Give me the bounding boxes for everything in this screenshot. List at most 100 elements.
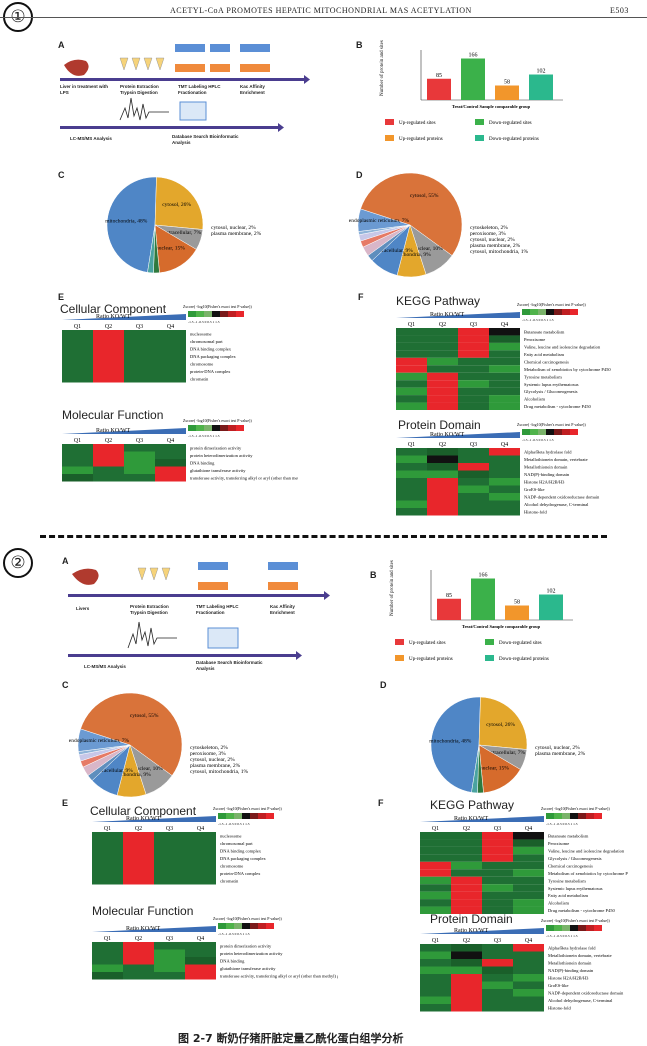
label-F2: F [378, 798, 384, 808]
heat-cell-0-0 [396, 448, 427, 456]
heat-cell-2-3 [513, 846, 544, 855]
ratio-wedge [92, 926, 216, 932]
heatmap-cc-2: Zscore( -log10(Fisher's exact test P val… [88, 800, 328, 912]
heat-cell-0-3 [185, 832, 216, 840]
row-label-8: Histone-fold [548, 1006, 571, 1011]
pie-label-1: cytosol, 26% [162, 202, 191, 208]
heat-cell-4-1 [93, 360, 124, 368]
heat-cell-3-0 [396, 350, 427, 358]
legend-cell-5 [562, 309, 570, 315]
legend-cell-3 [546, 429, 554, 435]
heat-cell-4-3 [489, 478, 520, 486]
heat-cell-4-3 [185, 862, 216, 870]
heat-cell-4-1 [427, 357, 458, 366]
heat-cell-3-3 [489, 470, 520, 478]
heat-cell-2-1 [451, 846, 482, 855]
heat-cell-5-1 [93, 367, 124, 375]
heat-cell-3-0 [92, 854, 123, 862]
heat-cell-4-1 [451, 974, 482, 982]
heat-cell-3-3 [185, 964, 216, 972]
row-label-5: protein-DNA complex [220, 871, 261, 876]
heat-cell-1-0 [396, 335, 427, 343]
heat-cell-1-0 [420, 951, 451, 959]
bar-value-3: 102 [537, 69, 546, 75]
heat-cell-7-0 [420, 996, 451, 1004]
q-label-1: Q2 [463, 938, 470, 944]
heat-cell-0-1 [93, 330, 124, 338]
legend-title: Zscore( -log10(Fisher's exact test P val… [213, 806, 282, 811]
pie-label-0: mitochondria, 48% [105, 218, 148, 224]
heat-cell-9-1 [451, 899, 482, 907]
row-label-4: Chemical carcinogenesis [548, 863, 593, 868]
pie-label-8: cytosol, mitochondria, 1% [190, 769, 248, 775]
heat-cell-10-2 [458, 402, 489, 410]
heat-cell-6-3 [155, 375, 186, 383]
q-label-0: Q1 [432, 826, 439, 832]
legend-cell-4 [554, 309, 562, 315]
heat-cell-3-3 [185, 854, 216, 862]
heat-cell-0-3 [513, 944, 544, 952]
heat-cell-1-3 [155, 451, 186, 459]
legend-cell-6 [266, 813, 274, 819]
pie-label-2: mitochondria, 9% [391, 252, 431, 258]
heat-cell-4-3 [155, 360, 186, 368]
heat-cell-4-0 [92, 862, 123, 870]
heat-cell-4-3 [513, 861, 544, 870]
row-label-1: Metallothionein domain, vertebrate [524, 457, 588, 463]
heat-cell-3-1 [451, 854, 482, 862]
pie-label-2: extracellular, 7% [164, 230, 202, 236]
heat-cell-0-1 [451, 944, 482, 952]
heat-cell-3-0 [396, 470, 427, 478]
ratio-label: Ratio KO/WT [454, 816, 488, 822]
heat-cell-5-1 [451, 869, 482, 877]
heat-cell-1-1 [123, 839, 154, 847]
legend-cell-0 [546, 813, 554, 819]
heatmap-cc-1: Zscore( -log10(Fisher's exact test P val… [58, 298, 298, 410]
workflow2-step-4: Kac Affinity Enrichment [270, 604, 295, 615]
heat-cell-1-1 [451, 951, 482, 959]
heat-cell-5-1 [427, 365, 458, 373]
heat-cell-3-0 [92, 964, 123, 972]
heatmap-pd-1: Zscore( -log10(Fisher's exact test P val… [392, 416, 637, 528]
heat-cell-0-1 [451, 832, 482, 840]
heat-cell-2-2 [124, 459, 155, 467]
row-label-7: Alcohol dehydrogenase, C-terminal [548, 998, 613, 1004]
ratio-wedge [396, 312, 520, 318]
legend-cell-5 [228, 425, 236, 431]
heat-cell-4-0 [92, 972, 123, 980]
pie-label-4: cytosol, nuclear, 2% [211, 225, 256, 231]
pd-heatmap-svg: Zscore( -log10(Fisher's exact test P val… [420, 918, 624, 1012]
heatmap-mf-2: Zscore( -log10(Fisher's exact test P val… [88, 910, 350, 1028]
q-label-2: Q3 [136, 324, 143, 330]
heat-cell-6-0 [396, 372, 427, 381]
pie-slice-9 [357, 208, 411, 232]
ratio-label: Ratio KO/WT [430, 432, 464, 438]
workflow2-step-1: Livers [76, 606, 90, 611]
heat-cell-2-1 [451, 959, 482, 967]
heat-cell-2-2 [482, 846, 513, 855]
heat-cell-10-0 [396, 402, 427, 410]
heat-cell-1-3 [489, 335, 520, 343]
heat-cell-4-3 [513, 974, 544, 982]
x-axis-label: Treat/Control Sample comparable group [462, 624, 541, 629]
heat-cell-3-3 [155, 466, 186, 474]
row-label-3: glutathione transferase activity [220, 966, 276, 971]
heat-cell-5-3 [185, 869, 216, 877]
panel-marker-2: ② [3, 548, 33, 578]
heat-cell-6-2 [458, 493, 489, 501]
legend-label-1: Down-regulated sites [499, 641, 542, 646]
x-axis-label: Treat/Control Sample comparable group [452, 104, 531, 109]
heat-cell-2-1 [427, 463, 458, 471]
heat-cell-1-3 [513, 951, 544, 959]
heat-cell-4-0 [62, 474, 93, 482]
legend-cell-1 [530, 429, 538, 435]
heat-cell-0-0 [420, 944, 451, 952]
heat-cell-0-2 [154, 942, 185, 950]
q-label-2: Q3 [136, 438, 143, 444]
pie-label-3: nuclear, 15% [156, 245, 185, 251]
row-label-9: Alcoholism [548, 901, 569, 906]
row-label-0: nucleosome [220, 834, 242, 839]
legend-cell-2 [204, 311, 212, 317]
row-label-6: Tyrosine metabolism [548, 878, 586, 883]
label-B1: B [356, 40, 363, 50]
